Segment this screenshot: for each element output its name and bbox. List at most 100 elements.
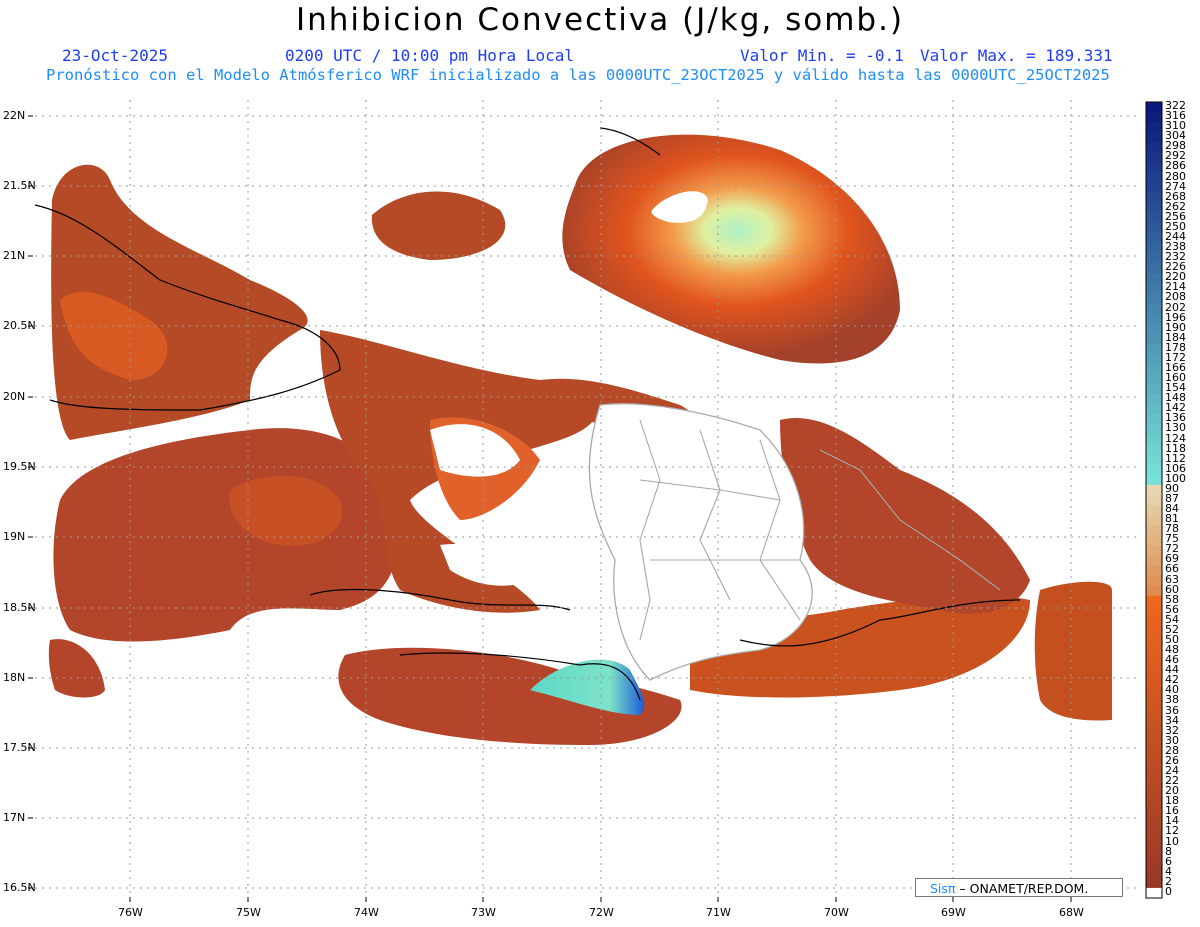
colorbar-swatch [1146, 686, 1162, 697]
credit-text: – ONAMET/REP.DOM. [955, 881, 1089, 896]
lat-label-18-5n: 18.5N [3, 601, 36, 614]
colorbar-swatch [1146, 625, 1162, 637]
colorbar-swatch [1146, 363, 1162, 375]
colorbar-label: 160 [1165, 371, 1186, 385]
colorbar-swatch [1146, 756, 1162, 768]
coastlines [34, 127, 1021, 701]
colorbar-label: 280 [1165, 169, 1186, 183]
colorbar-swatch [1146, 303, 1162, 315]
colorbar-swatch [1146, 243, 1162, 254]
colorbar-label: 36 [1165, 703, 1179, 717]
colorbar-label: 196 [1165, 310, 1186, 324]
lat-label-21n: 21N [3, 249, 26, 262]
lat-label-17n: 17N [3, 811, 26, 824]
colorbar-label: 202 [1165, 300, 1186, 314]
colorbar-swatch [1146, 867, 1162, 879]
colorbar-label: 214 [1165, 280, 1186, 294]
colorbar-label: 208 [1165, 290, 1186, 304]
lat-label-19n: 19N [3, 530, 26, 543]
colorbar-swatch [1146, 454, 1162, 466]
colorbar-label: 286 [1165, 159, 1186, 173]
colorbar-label: 24 [1165, 764, 1179, 777]
colorbar-label: 48 [1165, 643, 1179, 657]
colorbar-label: 32 [1165, 723, 1179, 737]
colorbar-label: 292 [1165, 149, 1186, 163]
colorbar-swatch [1146, 535, 1162, 546]
colorbar-swatch [1146, 525, 1162, 536]
lon-label-75w: 75W [236, 906, 261, 919]
colorbar-swatch [1146, 172, 1162, 184]
colorbar-swatch [1146, 474, 1162, 486]
colorbar-swatch [1146, 374, 1162, 385]
colorbar-swatch [1146, 575, 1162, 587]
colorbar-label: 316 [1165, 109, 1186, 123]
colorbar-swatch [1146, 444, 1162, 456]
colorbar-label: 232 [1165, 250, 1186, 264]
colorbar-swatch [1146, 162, 1162, 174]
colorbar-label: 298 [1165, 139, 1186, 153]
colorbar-label: 28 [1165, 743, 1179, 757]
colorbar-label: 40 [1165, 683, 1179, 697]
colorbar-swatch [1146, 595, 1162, 607]
colorbar-swatch [1146, 837, 1162, 849]
colorbar-swatch [1146, 887, 1162, 899]
colorbar-swatch [1146, 726, 1162, 738]
colorbar-swatch [1146, 394, 1162, 405]
colorbar-label: 220 [1165, 270, 1186, 284]
colorbar-label: 8 [1165, 844, 1172, 858]
colorbar-swatch [1146, 847, 1162, 859]
colorbar-label: 2 [1165, 874, 1172, 888]
colorbar-swatch [1146, 414, 1162, 425]
colorbar-swatch [1146, 313, 1162, 325]
colorbar-swatch [1146, 182, 1162, 194]
colorbar-label: 12 [1165, 824, 1179, 838]
colorbar-swatch [1146, 102, 1162, 113]
lon-label-76w: 76W [118, 906, 143, 919]
colorbar-label: 66 [1165, 562, 1179, 576]
colorbar-swatch [1146, 615, 1162, 627]
colorbar-swatch [1146, 293, 1162, 305]
axis-ticks [28, 115, 1072, 902]
colorbar-swatch [1146, 505, 1162, 516]
map-title: Inhibicion Convectiva (J/kg, somb.) [295, 2, 905, 38]
colorbar-swatch [1146, 827, 1162, 839]
colorbar-swatch [1146, 676, 1162, 687]
colorbar-swatch [1146, 646, 1162, 657]
cin-field [48, 134, 1112, 745]
colorbar-swatch [1146, 112, 1162, 123]
colorbar-swatch [1146, 222, 1162, 234]
colorbar-label: 310 [1165, 119, 1186, 133]
colorbar-label: 322 [1165, 99, 1186, 112]
colorbar-label: 118 [1165, 441, 1186, 455]
colorbar-swatch [1146, 323, 1162, 335]
colorbar-label: 4 [1165, 864, 1172, 878]
lat-label-19-5n: 19.5N [3, 460, 36, 473]
lat-label-21-5n: 21.5N [3, 179, 36, 192]
colorbar-swatch [1146, 636, 1162, 647]
colorbar-swatch [1146, 797, 1162, 808]
colorbar-label: 52 [1165, 622, 1179, 636]
lon-label-72w: 72W [589, 906, 614, 919]
colorbar-label: 172 [1165, 350, 1186, 364]
colorbar-swatch [1146, 777, 1162, 788]
lat-label-18n: 18N [3, 671, 26, 684]
lat-label-20-5n: 20.5N [3, 319, 36, 332]
colorbar-swatch [1146, 343, 1162, 355]
colorbar-label: 136 [1165, 411, 1186, 425]
colorbar-swatch [1146, 605, 1162, 617]
colorbar-label: 166 [1165, 360, 1186, 374]
colorbar [1145, 101, 1163, 899]
colorbar-label: 226 [1165, 260, 1186, 274]
colorbar-label: 90 [1165, 481, 1179, 495]
colorbar-swatch [1146, 767, 1162, 778]
colorbar-label: 184 [1165, 330, 1186, 344]
colorbar-swatch [1146, 212, 1162, 224]
colorbar-swatch [1146, 333, 1162, 345]
colorbar-label: 142 [1165, 401, 1186, 415]
colorbar-label: 42 [1165, 673, 1179, 687]
colorbar-label: 58 [1165, 592, 1179, 606]
colorbar-label: 304 [1165, 129, 1186, 143]
colorbar-label: 87 [1165, 491, 1179, 505]
admin-boundaries [639, 419, 1001, 641]
colorbar-label: 250 [1165, 219, 1186, 233]
